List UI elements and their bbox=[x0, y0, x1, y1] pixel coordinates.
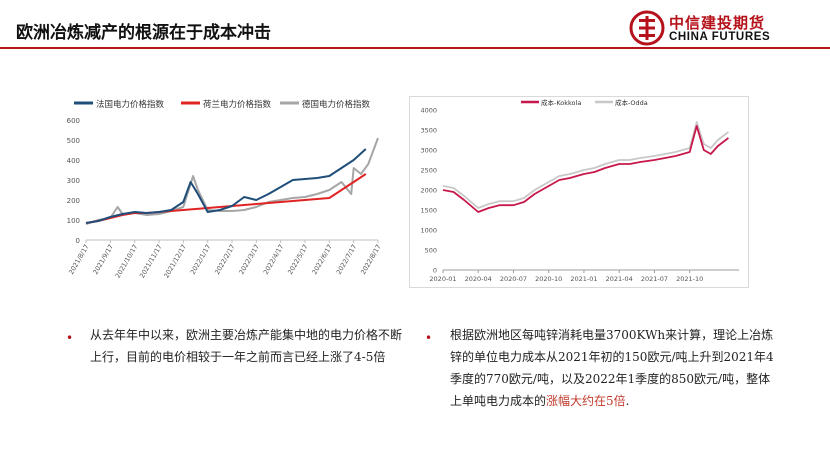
x-tick-label: 2021/8/17 bbox=[67, 243, 91, 276]
x-tick-label: 2020-04 bbox=[465, 275, 492, 283]
bullet-text-2-body: 根据欧洲地区每吨锌消耗电量3700KWh来计算，理论上冶炼锌的单位电力成本从20… bbox=[450, 328, 774, 408]
x-tick-label: 2021-04 bbox=[606, 275, 633, 283]
title-divider bbox=[0, 47, 830, 49]
y-tick-label: 1500 bbox=[420, 207, 437, 215]
chart2-axes: 0 500 1000 1500 2000 2500 3000 3500 4000 2020-01 2… bbox=[420, 107, 739, 283]
x-tick-label: 2022/1/17 bbox=[189, 243, 213, 276]
y-tick-label: 400 bbox=[67, 157, 80, 165]
x-tick-label: 2021/9/17 bbox=[91, 243, 115, 276]
bullet-text-2-tail: . bbox=[625, 394, 630, 408]
x-tick-label: 2021/11/17 bbox=[138, 243, 164, 279]
y-tick-label: 500 bbox=[425, 247, 437, 255]
x-tick-label: 2021-10 bbox=[676, 275, 703, 283]
chart2-legend: 成本-Kokkola 成本-Odda bbox=[521, 98, 648, 107]
x-tick-label: 2020-01 bbox=[429, 275, 456, 283]
series-line-germany bbox=[85, 137, 379, 225]
brand-name-cn: 中信建投期货 bbox=[669, 14, 766, 32]
legend-label-kokkola: 成本-Kokkola bbox=[541, 98, 581, 107]
y-tick-label: 100 bbox=[67, 217, 80, 225]
y-tick-label: 1000 bbox=[420, 227, 437, 235]
legend-label-france: 法国电力价格指数 bbox=[96, 99, 165, 110]
x-tick-label: 2022/3/17 bbox=[237, 243, 261, 276]
y-tick-label: 3000 bbox=[420, 147, 437, 155]
power-price-chart: 法国电力价格指数 荷兰电力价格指数 德国电力价格指数 0 100 200 300 400… bbox=[67, 99, 380, 279]
brand-logo: 中信建投期货 CHINA FUTURES bbox=[629, 10, 819, 46]
x-tick-label: 2021/12/17 bbox=[162, 243, 188, 279]
series-line-france bbox=[85, 148, 367, 224]
bullet-text-1: 从去年年中以来，欧洲主要冶炼产能集中地的电力价格不断上行，目前的电价相较于一年之… bbox=[90, 328, 403, 364]
legend-label-netherlands: 荷兰电力价格指数 bbox=[203, 99, 272, 110]
x-tick-label: 2021-01 bbox=[570, 275, 597, 283]
bullet-marker-2: • bbox=[425, 331, 433, 345]
y-tick-label: 600 bbox=[67, 117, 80, 125]
y-tick-label: 3500 bbox=[420, 127, 437, 135]
y-tick-label: 200 bbox=[67, 197, 80, 205]
zinc-cost-chart: 成本-Kokkola 成本-Odda 0 500 1000 1500 2000 2500 3… bbox=[409, 96, 749, 288]
y-tick-label: 4000 bbox=[420, 107, 437, 115]
y-tick-label: 0 bbox=[76, 237, 80, 245]
legend-label-germany: 德国电力价格指数 bbox=[302, 99, 371, 110]
series-line-netherlands bbox=[85, 173, 367, 224]
x-tick-label: 2022/8/17 bbox=[359, 243, 380, 276]
bullet-text-2: 根据欧洲地区每吨锌消耗电量3700KWh来计算，理论上冶炼锌的单位电力成本从20… bbox=[450, 324, 780, 412]
y-tick-label: 2500 bbox=[420, 167, 437, 175]
chart2-frame bbox=[409, 96, 749, 288]
brand-name-en: CHINA FUTURES bbox=[669, 31, 771, 43]
y-tick-label: 500 bbox=[67, 137, 80, 145]
y-tick-label: 0 bbox=[433, 267, 437, 275]
brand-emblem-icon bbox=[629, 10, 665, 46]
page-title: 欧洲冶炼减产的根源在于成本冲击 bbox=[16, 23, 271, 43]
x-tick-label: 2022/7/17 bbox=[335, 243, 359, 276]
x-tick-label: 2021/10/17 bbox=[114, 243, 140, 279]
x-tick-label: 2022/2/17 bbox=[213, 243, 237, 276]
legend-label-odda: 成本-Odda bbox=[615, 98, 648, 107]
x-tick-label: 2022/4/17 bbox=[262, 243, 286, 276]
x-tick-label: 2022/6/17 bbox=[310, 243, 334, 276]
bullet-marker-1: • bbox=[66, 331, 74, 345]
series-line-kokkola bbox=[442, 125, 729, 213]
series-line-odda bbox=[442, 121, 729, 209]
x-tick-label: 2020-10 bbox=[535, 275, 562, 283]
chart1-legend: 法国电力价格指数 荷兰电力价格指数 德国电力价格指数 bbox=[74, 99, 371, 110]
x-tick-label: 2021-07 bbox=[641, 275, 668, 283]
x-tick-label: 2022/5/17 bbox=[286, 243, 310, 276]
x-tick-label: 2020-07 bbox=[500, 275, 527, 283]
chart1-series bbox=[85, 137, 379, 225]
bullet-text-2-highlight: 涨幅大约在5倍 bbox=[546, 394, 626, 408]
y-tick-label: 2000 bbox=[420, 187, 437, 195]
chart2-series bbox=[442, 121, 729, 213]
y-tick-label: 300 bbox=[67, 177, 80, 185]
